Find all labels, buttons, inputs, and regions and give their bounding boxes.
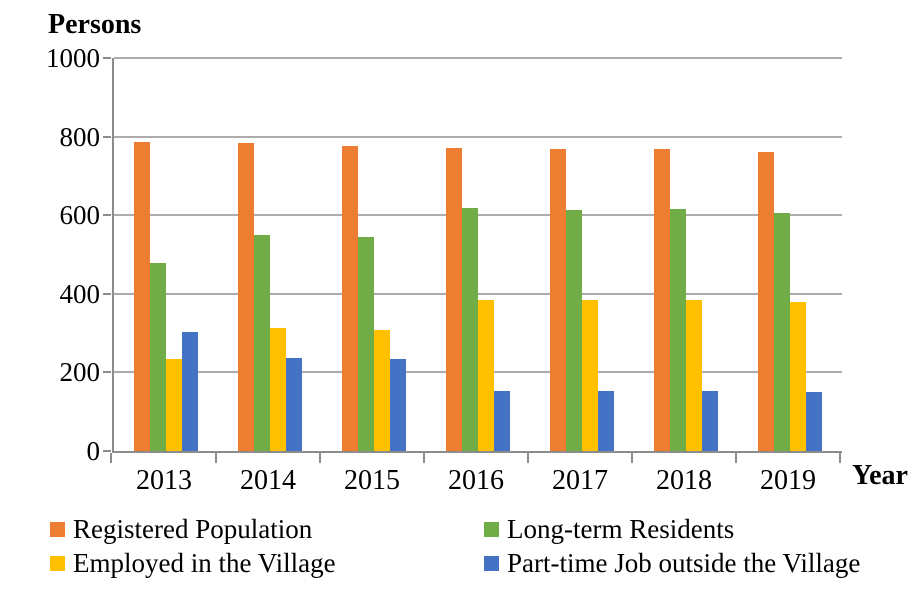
bar-registered-population-2019 — [758, 152, 774, 451]
x-axis-label-2015: 2015 — [344, 465, 400, 496]
x-axis-label-2014: 2014 — [240, 465, 296, 496]
bar-registered-population-2015 — [342, 146, 358, 451]
y-axis-label-1000: 1000 — [46, 43, 100, 73]
bar-long-term-residents-2014 — [254, 235, 270, 451]
y-axis-label-400: 400 — [59, 278, 101, 309]
bar-registered-population-2018 — [654, 149, 670, 451]
bar-part-time-job-outside-the-village-2018 — [702, 391, 718, 451]
bar-group-2017 — [530, 58, 634, 451]
plot-area — [112, 57, 842, 453]
bar-employed-in-the-village-2013 — [166, 359, 182, 451]
bar-long-term-residents-2013 — [150, 263, 166, 451]
legend-label: Long-term Residents — [507, 514, 735, 544]
x-tick-5 — [631, 453, 633, 463]
legend-item-long-term-residents: Long-term Residents — [484, 514, 910, 545]
x-axis-label-2016: 2016 — [448, 465, 504, 496]
x-tick-3 — [423, 453, 425, 463]
y-axis-label-0: 0 — [86, 436, 101, 466]
y-axis-label-800: 800 — [59, 121, 101, 152]
bar-part-time-job-outside-the-village-2019 — [806, 392, 822, 451]
y-axis-label-200: 200 — [59, 357, 101, 388]
x-axis-label-2017: 2017 — [552, 465, 608, 496]
legend-item-registered-population: Registered Population — [50, 514, 484, 545]
gridline-400 — [114, 292, 842, 295]
bar-long-term-residents-2015 — [358, 237, 374, 451]
legend-label: Part-time Job outside the Village — [507, 548, 861, 578]
bar-group-2014 — [218, 58, 322, 451]
x-tick-1 — [215, 453, 217, 463]
x-axis-label-2013: 2013 — [136, 465, 192, 496]
y-axis-title: Persons — [48, 9, 142, 40]
legend-swatch-icon — [50, 556, 65, 571]
bar-part-time-job-outside-the-village-2017 — [598, 391, 614, 451]
x-tick-4 — [527, 453, 529, 463]
gridline-600 — [114, 214, 842, 217]
legend-item-part-time-job-outside-the-village: Part-time Job outside the Village — [484, 548, 910, 579]
bar-part-time-job-outside-the-village-2015 — [390, 359, 406, 451]
y-tick-200 — [103, 371, 111, 374]
legend-label: Employed in the Village — [73, 548, 336, 578]
x-tick-7 — [839, 453, 841, 463]
bar-long-term-residents-2016 — [462, 208, 478, 451]
bar-long-term-residents-2019 — [774, 213, 790, 451]
bar-group-2016 — [426, 58, 530, 451]
legend-label: Registered Population — [73, 514, 313, 544]
bar-registered-population-2016 — [446, 148, 462, 451]
legend: Registered Population Long-term Residents… — [50, 514, 910, 579]
bar-registered-population-2014 — [238, 143, 254, 451]
y-tick-600 — [103, 214, 111, 217]
bar-group-2013 — [114, 58, 218, 451]
x-axis-label-2018: 2018 — [656, 465, 712, 496]
bar-employed-in-the-village-2016 — [478, 300, 494, 451]
x-axis-label-2019: 2019 — [760, 465, 816, 496]
y-tick-400 — [103, 292, 111, 295]
legend-swatch-icon — [484, 556, 499, 571]
bar-employed-in-the-village-2017 — [582, 300, 598, 451]
bar-employed-in-the-village-2019 — [790, 302, 806, 451]
bar-long-term-residents-2018 — [670, 209, 686, 451]
legend-swatch-icon — [484, 522, 499, 537]
bar-employed-in-the-village-2015 — [374, 330, 390, 451]
legend-swatch-icon — [50, 522, 65, 537]
y-tick-1000 — [103, 57, 111, 59]
x-axis-title: Year — [852, 460, 908, 491]
x-tick-6 — [735, 453, 737, 463]
bar-long-term-residents-2017 — [566, 210, 582, 451]
x-tick-0 — [110, 453, 112, 463]
gridline-800 — [114, 135, 842, 138]
gridline-1000 — [114, 57, 842, 59]
bar-group-2015 — [322, 58, 426, 451]
bar-employed-in-the-village-2018 — [686, 300, 702, 451]
bar-part-time-job-outside-the-village-2016 — [494, 391, 510, 451]
bar-part-time-job-outside-the-village-2014 — [286, 358, 302, 451]
y-tick-0 — [103, 450, 111, 452]
legend-item-employed-in-the-village: Employed in the Village — [50, 548, 484, 579]
x-tick-2 — [319, 453, 321, 463]
bar-part-time-job-outside-the-village-2013 — [182, 332, 198, 451]
bar-employed-in-the-village-2014 — [270, 328, 286, 451]
bar-group-2018 — [634, 58, 738, 451]
bar-registered-population-2017 — [550, 149, 566, 451]
bar-group-2019 — [738, 58, 842, 451]
y-axis-label-600: 600 — [59, 200, 101, 231]
bar-registered-population-2013 — [134, 142, 150, 451]
y-tick-800 — [103, 135, 111, 138]
